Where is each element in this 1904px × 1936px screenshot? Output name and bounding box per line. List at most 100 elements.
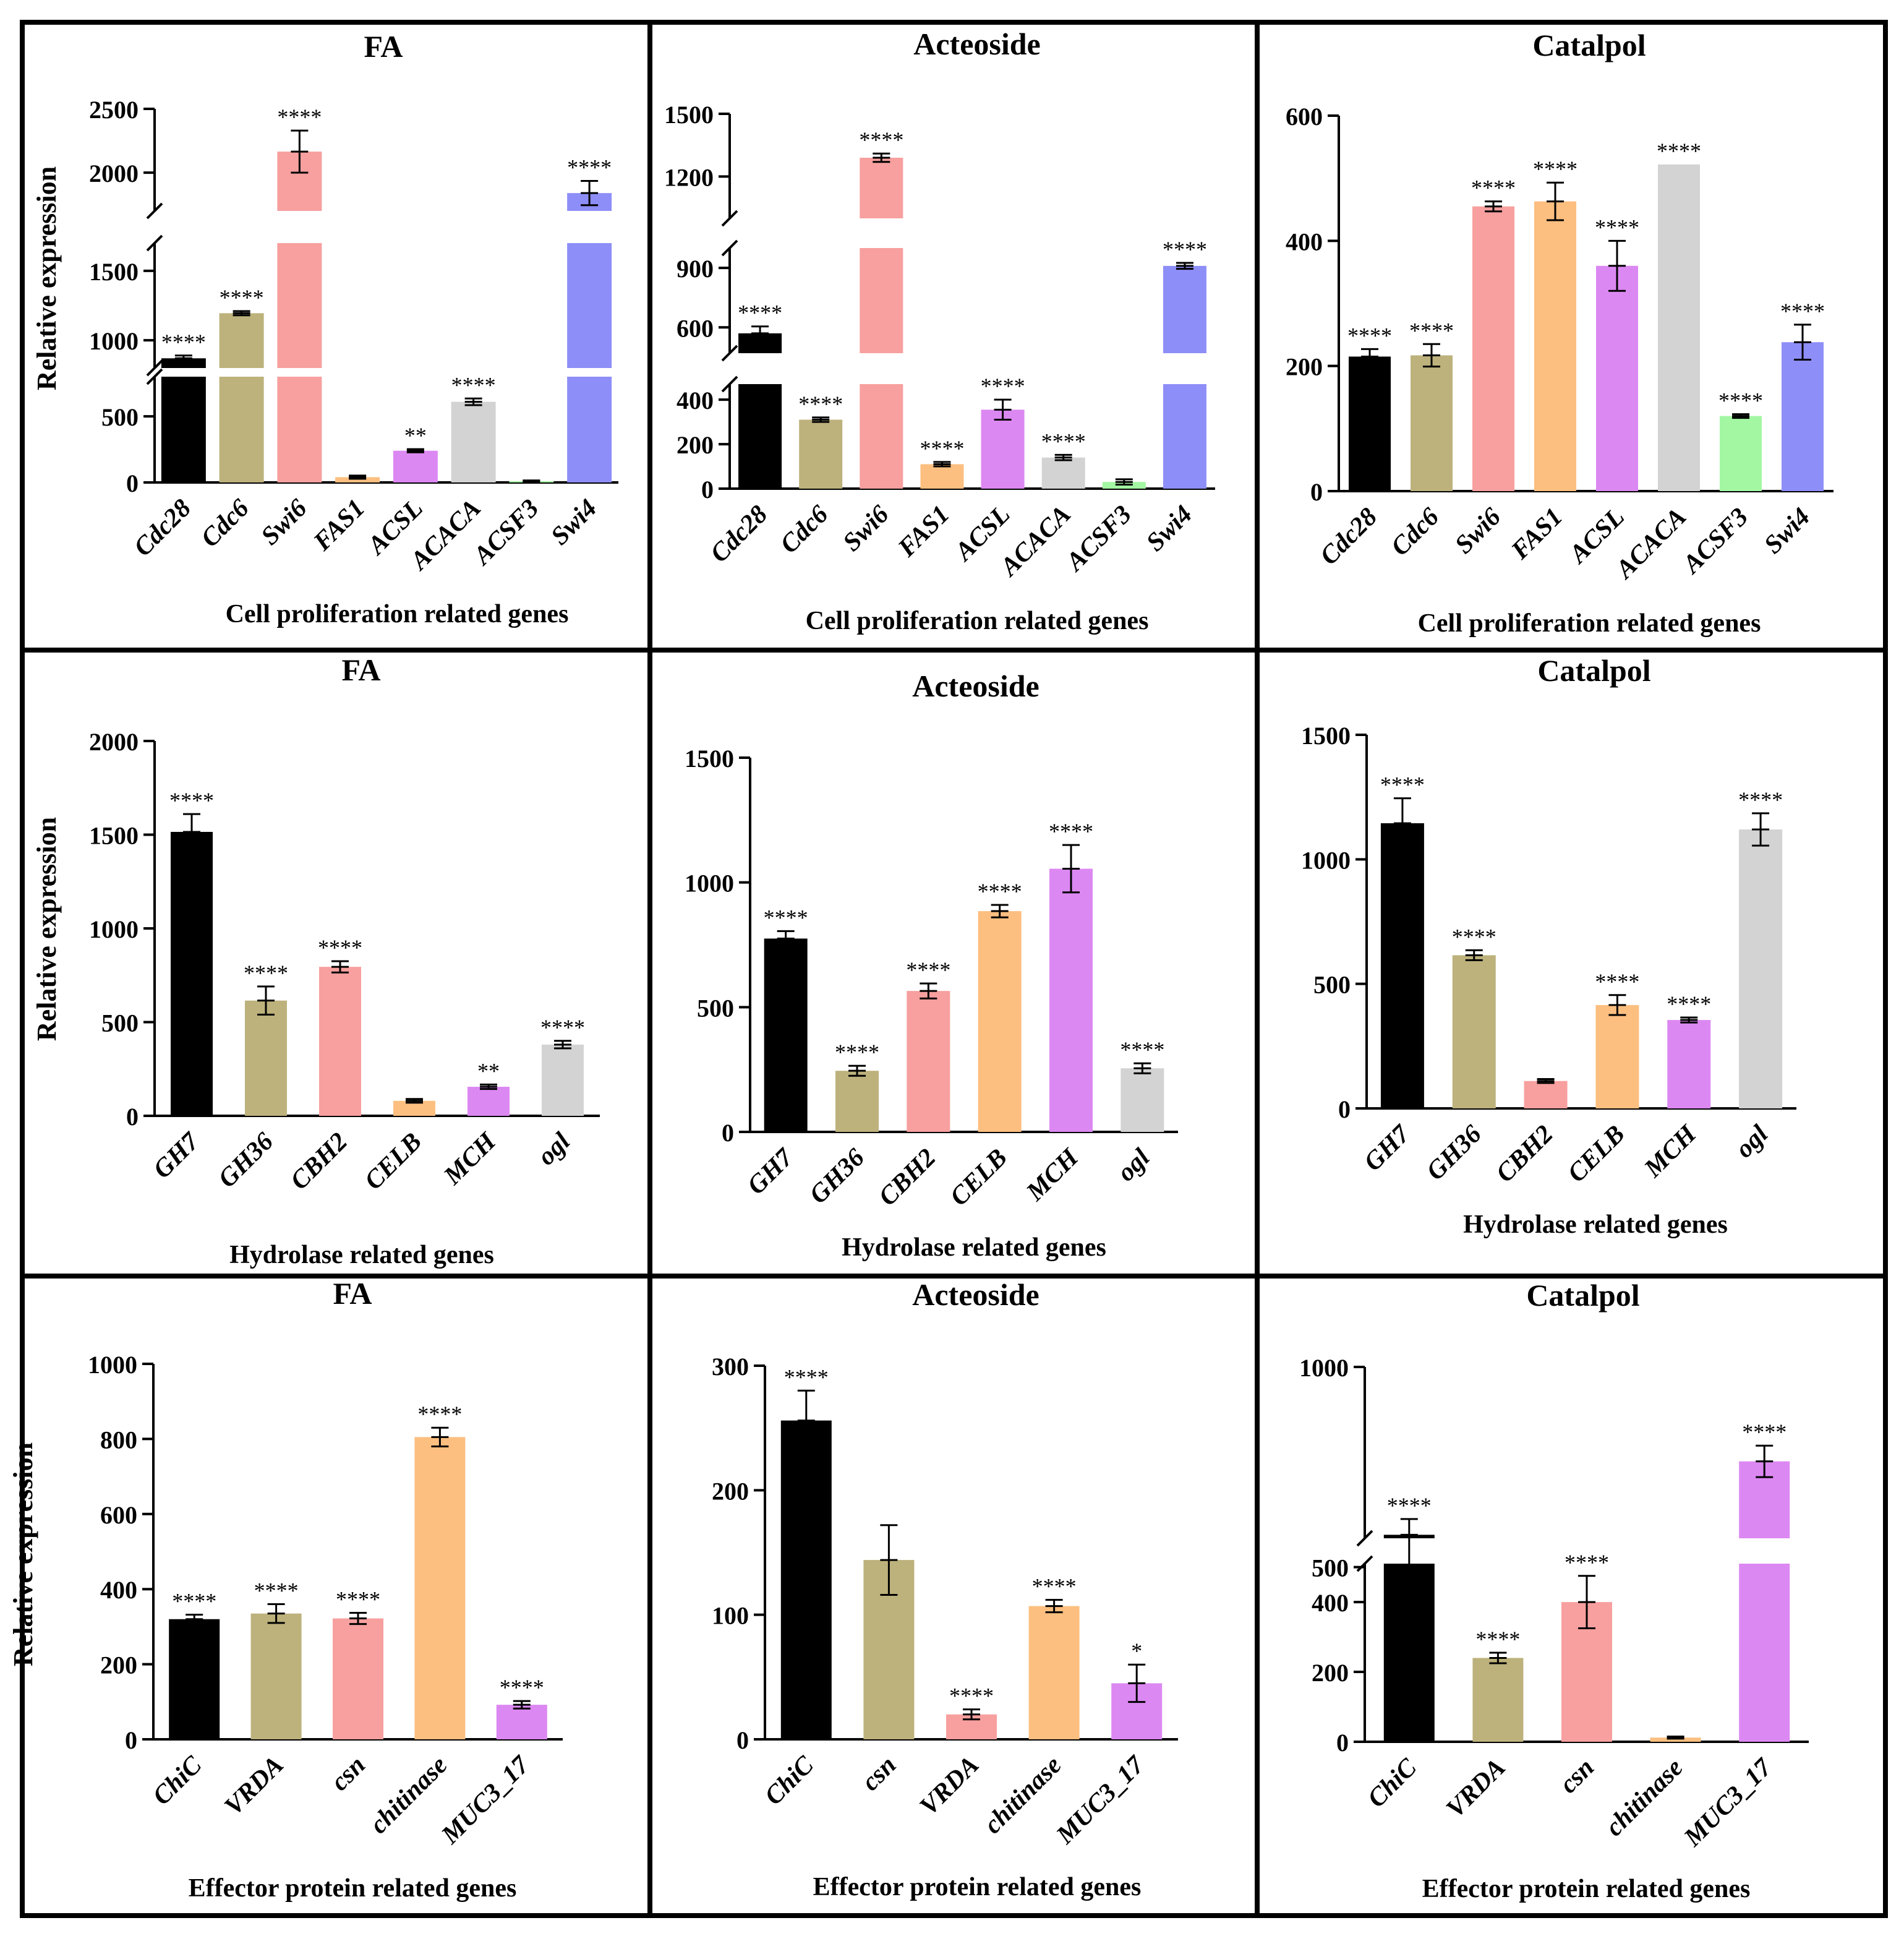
bar-group: **** Cdc6 bbox=[195, 285, 264, 553]
category-label: Cdc28 bbox=[705, 500, 773, 568]
error-bar bbox=[1667, 1736, 1684, 1740]
error-bar bbox=[183, 813, 200, 851]
y-tick-label: 400 bbox=[1286, 228, 1323, 255]
bar bbox=[1380, 823, 1424, 1108]
error-bar bbox=[406, 448, 424, 453]
significance-label: **** bbox=[738, 301, 782, 325]
category-label: Swi4 bbox=[1759, 503, 1816, 560]
category-label: CELB bbox=[1562, 1120, 1630, 1188]
bar bbox=[1121, 1068, 1164, 1132]
y-tick-label: 2000 bbox=[89, 160, 139, 187]
chart-title: Catalpol bbox=[1537, 653, 1650, 688]
category-label: Swi6 bbox=[255, 494, 312, 551]
error-bar bbox=[523, 479, 540, 483]
bar-group: **** VRDA bbox=[915, 1684, 997, 1821]
bar-group: **** MUC3_17 bbox=[1678, 1420, 1790, 1852]
bar bbox=[414, 1437, 466, 1739]
category-label: csn bbox=[856, 1751, 902, 1797]
chart-title: FA bbox=[342, 653, 381, 687]
y-axis: 0 200 400 600 800 1000 bbox=[88, 1351, 155, 1754]
y-tick-label: 200 bbox=[677, 431, 714, 459]
category-label: MUC3_17 bbox=[1051, 1750, 1151, 1850]
error-bar bbox=[1133, 1062, 1151, 1074]
significance-label: **** bbox=[920, 436, 964, 461]
bar bbox=[219, 313, 264, 368]
category-label: CBH2 bbox=[285, 1128, 353, 1196]
error-bar bbox=[257, 985, 275, 1016]
category-label: MCH bbox=[438, 1127, 502, 1191]
error-bar bbox=[751, 325, 769, 341]
category-label: csn bbox=[1554, 1754, 1600, 1799]
y-tick-label: 200 bbox=[100, 1651, 137, 1679]
bar bbox=[1650, 1737, 1701, 1742]
significance-label: **** bbox=[764, 905, 808, 930]
error-bar bbox=[848, 1064, 866, 1077]
significance-label: **** bbox=[1595, 969, 1639, 994]
chart-title: Catalpol bbox=[1532, 28, 1646, 62]
bar-group: **** Cdc28 bbox=[705, 301, 782, 568]
error-bar bbox=[267, 1603, 285, 1624]
axis-break-mark bbox=[146, 359, 163, 377]
category-label: csn bbox=[325, 1751, 371, 1797]
significance-label: **** bbox=[1565, 1550, 1609, 1575]
y-tick-label: 300 bbox=[712, 1353, 749, 1381]
bar-group: CELB bbox=[359, 1098, 435, 1196]
category-label: Swi6 bbox=[1449, 503, 1506, 560]
bar-group: ACSF3 bbox=[1059, 478, 1146, 578]
bar-group: **** CBH2 bbox=[285, 935, 362, 1196]
bar-group: **** GH7 bbox=[1359, 773, 1425, 1177]
y-axis: 0 100 200 300 bbox=[712, 1353, 766, 1754]
bar-group: **** Swi4 bbox=[1141, 237, 1207, 557]
error-bar bbox=[464, 397, 482, 406]
chart-p8: Acteoside Effector protein related genes 0… bbox=[712, 1277, 1178, 1901]
bar bbox=[496, 1705, 547, 1739]
bar bbox=[451, 401, 496, 482]
significance-label: **** bbox=[169, 788, 214, 813]
error-bar bbox=[1062, 844, 1080, 894]
category-label: CELB bbox=[359, 1128, 427, 1196]
y-tick-label: 0 bbox=[701, 476, 714, 503]
bar bbox=[1658, 164, 1700, 491]
y-tick-label: 1000 bbox=[685, 870, 734, 897]
error-bar bbox=[1547, 181, 1564, 221]
bar-group: **** VRDA bbox=[219, 1578, 302, 1821]
bar bbox=[907, 991, 950, 1132]
y-tick-label: 1500 bbox=[1301, 722, 1351, 750]
category-label: FAS1 bbox=[308, 494, 370, 557]
chart-p3: Catalpol Cell proliferation related genes… bbox=[1286, 28, 1834, 638]
error-bar bbox=[331, 960, 349, 974]
significance-label: **** bbox=[254, 1578, 299, 1603]
bar-group: **** FAS1 bbox=[1506, 156, 1577, 565]
error-bar bbox=[1680, 1016, 1698, 1024]
category-label: Swi4 bbox=[1141, 500, 1198, 557]
significance-label: **** bbox=[784, 1364, 829, 1389]
category-label: FAS1 bbox=[892, 500, 955, 563]
bar-group: **** Cdc28 bbox=[1315, 323, 1392, 570]
category-label: chitinase bbox=[1600, 1754, 1689, 1842]
chart-p9: Catalpol Effector protein related genes 0 2… bbox=[1299, 1278, 1809, 1903]
x-axis-label: Cell proliferation related genes bbox=[1418, 609, 1761, 638]
category-label: GH7 bbox=[742, 1142, 800, 1200]
error-bar bbox=[1045, 1599, 1063, 1614]
chart-title: Acteoside bbox=[912, 1277, 1040, 1312]
category-label: GH36 bbox=[1421, 1120, 1487, 1186]
bar bbox=[567, 377, 612, 482]
bar bbox=[1524, 1081, 1568, 1108]
chart-p6: Catalpol Hydrolase related genes 0 500 1000 1… bbox=[1301, 653, 1796, 1239]
chart-p5: Acteoside Hydrolase related genes 0 500 1000… bbox=[685, 669, 1178, 1262]
error-bar bbox=[581, 180, 599, 207]
error-bar bbox=[1537, 1077, 1555, 1084]
significance-label: **** bbox=[1595, 215, 1639, 239]
y-axis: 0 200 400 600 bbox=[1286, 103, 1340, 506]
category-label: Cdc28 bbox=[1315, 503, 1383, 571]
significance-label: **** bbox=[1120, 1037, 1164, 1062]
category-label: MUC3_17 bbox=[436, 1750, 536, 1850]
bar bbox=[319, 967, 361, 1116]
significance-label: **** bbox=[451, 372, 496, 397]
y-tick-label: 100 bbox=[712, 1602, 749, 1630]
error-bar bbox=[991, 904, 1009, 919]
category-label: CBH2 bbox=[1491, 1120, 1559, 1188]
error-bar bbox=[554, 1040, 571, 1050]
bar-group: **** CELB bbox=[945, 879, 1022, 1212]
error-bar bbox=[963, 1708, 980, 1721]
